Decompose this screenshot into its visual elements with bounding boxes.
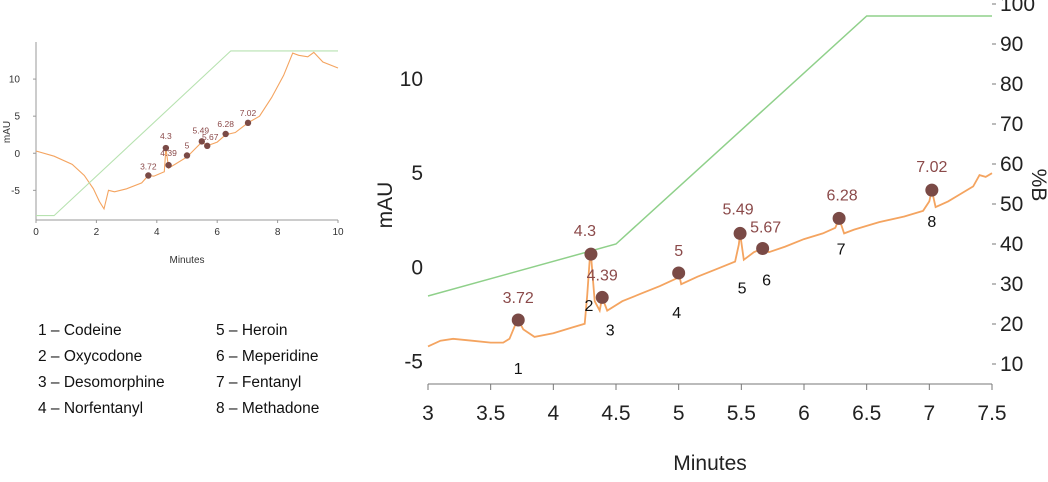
x-tick-label: 4.5 [601,402,630,425]
y-axis-title: mAU [2,121,13,143]
x-tick-label: 4 [547,402,559,425]
peak-marker [198,138,205,145]
peak-marker [733,226,747,240]
peak-label: 5.49 [193,125,210,135]
zoomed-chromatogram: 3 3.5 4 4.5 5 5.5 6 6.5 7 7.5 Minutes -5 0 5 10 mAU 10 20… [374,0,1048,475]
peak-number-label: 6 [762,272,771,289]
y-tick-label: 5 [411,162,423,185]
peak-marker [672,266,686,280]
peak-marker [511,313,525,327]
legend-item: 7 – Fentanyl [216,374,302,391]
y2-tick-label: 60 [1000,153,1023,176]
absorbance-trace [427,172,993,348]
peak-number-label: 8 [927,214,936,231]
peak-marker [222,130,229,138]
x-tick-label: 6.5 [852,402,881,425]
peak-marker [204,142,211,150]
x-tick-label: 10 [332,227,344,238]
peak-marker [595,290,609,304]
peak-number-label: 2 [584,298,593,315]
legend-item: 6 – Meperidine [216,348,319,365]
peak-time-label: 4.39 [587,267,618,284]
peak-marker [183,152,191,159]
y2-tick-label: 40 [1000,233,1023,256]
peak-time-label: 6.28 [827,187,858,204]
peak-label: 5 [185,140,190,150]
peak-label: 7.02 [240,108,257,118]
y-tick-label: -5 [11,186,20,197]
x-axis-title: Minutes [169,255,204,266]
y-tick-label: 0 [14,149,20,160]
legend-item: 2 – Oxycodone [38,348,143,365]
peak-time-label: 3.72 [503,290,534,307]
legend-item: 4 – Norfentanyl [38,400,144,417]
x-tick-label: 6 [798,402,810,425]
y-tick-label: -5 [404,350,423,373]
peak-time-label: 5 [674,243,683,260]
y2-tick-label: 70 [1000,113,1023,136]
peak-time-label: 5.67 [750,219,781,236]
legend-item: 5 – Heroin [216,322,288,339]
x-tick-label: 6 [214,227,220,238]
y2-tick-label: 10 [1000,353,1023,376]
peak-marker [244,119,252,127]
peak-time-label: 7.02 [916,159,947,176]
y2-tick-label: 80 [1000,73,1023,96]
peak-marker [584,247,598,261]
peak-marker [756,241,770,255]
absorbance-trace [35,51,339,211]
x-tick-label: 0 [33,227,39,238]
peak-label: 5.67 [202,132,219,142]
y-tick-label: 10 [400,68,423,91]
x-tick-label: 4 [154,227,160,238]
gradient-line [36,50,338,217]
x-tick-label: 8 [275,227,281,238]
peak-number-label: 7 [837,241,846,258]
peak-number-label: 4 [672,305,681,322]
peak-marker [162,144,170,152]
gradient-line [427,15,992,297]
x-tick-label: 5 [673,402,685,425]
legend-item: 1 – Codeine [38,322,122,339]
legend-item: 3 – Desomorphine [38,374,165,391]
y2-tick-label: 50 [1000,193,1023,216]
x-tick-label: 7 [923,402,935,425]
y2-axis-title: %B [1027,169,1048,202]
x-tick-label: 3 [422,402,434,425]
y-tick-label: 5 [14,112,20,123]
y-tick-label: 0 [411,256,423,279]
y2-tick-label: 90 [1000,33,1023,56]
peak-label: 6.28 [217,119,234,129]
y-tick-label: 10 [9,75,21,86]
peak-number-label: 3 [606,322,615,339]
peak-marker [832,211,846,225]
x-axis-title: Minutes [673,452,747,475]
y2-tick-label: 30 [1000,273,1023,296]
x-tick-label: 5.5 [727,402,756,425]
peak-marker [145,172,152,179]
peak-marker [165,161,172,169]
peak-marker [925,183,939,197]
overview-chromatogram: 0 2 4 6 8 10-50510MinutesmAU3.724.34.3955.495… [2,42,344,266]
peak-time-label: 4.3 [574,223,596,240]
peak-label: 4.39 [160,148,177,158]
peak-label: 3.72 [140,162,157,172]
y2-tick-label: 100 [1000,0,1035,16]
peak-number-label: 1 [514,361,523,378]
x-tick-label: 7.5 [977,402,1006,425]
peak-number-label: 5 [738,280,747,297]
x-tick-label: 3.5 [476,402,505,425]
y2-tick-label: 20 [1000,313,1023,336]
peak-label: 4.3 [160,131,172,141]
x-tick-label: 2 [94,227,100,238]
peak-time-label: 5.49 [723,201,754,218]
legend-item: 8 – Methadone [216,400,320,417]
y-axis-title: mAU [374,182,397,229]
